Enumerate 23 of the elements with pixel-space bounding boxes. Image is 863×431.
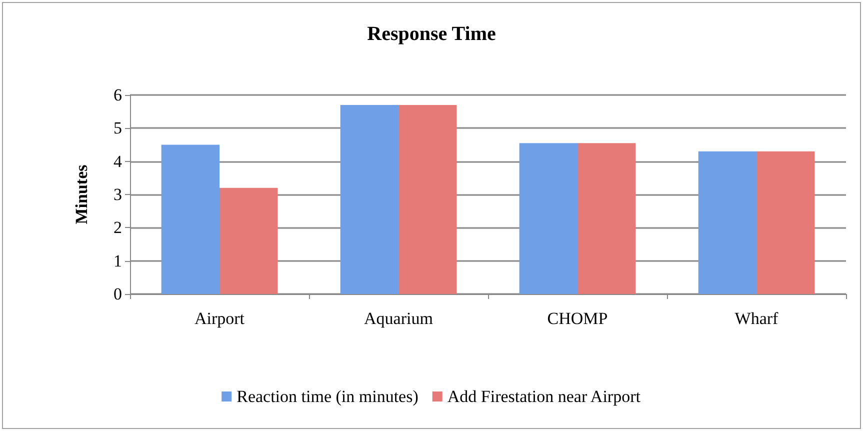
bar: [578, 143, 636, 294]
y-tick-label: 2: [114, 218, 122, 238]
bar: [340, 104, 398, 294]
bar: [220, 188, 278, 294]
legend-label: Reaction time (in minutes): [236, 387, 418, 406]
y-tick-label: 5: [114, 118, 122, 138]
y-tick-label: 1: [114, 251, 122, 270]
bar: [161, 144, 220, 294]
y-tick-label: 4: [114, 152, 122, 171]
y-tick-label: 6: [114, 86, 122, 104]
x-tick-label: CHOMP: [547, 309, 608, 328]
chart-title: Response Time: [367, 23, 496, 45]
bar: [756, 151, 815, 294]
bar: [698, 151, 756, 294]
x-tick-label: Wharf: [734, 309, 779, 328]
y-tick-label: 3: [114, 185, 122, 204]
legend-label: Add Firestation near Airport: [447, 387, 641, 406]
y-tick-label: 0: [114, 284, 122, 304]
x-tick-label: Airport: [194, 309, 245, 328]
bar: [398, 104, 457, 294]
x-tick-label: Aquarium: [364, 309, 433, 328]
bar: [519, 143, 578, 294]
y-axis-title: Minutes: [72, 164, 91, 224]
